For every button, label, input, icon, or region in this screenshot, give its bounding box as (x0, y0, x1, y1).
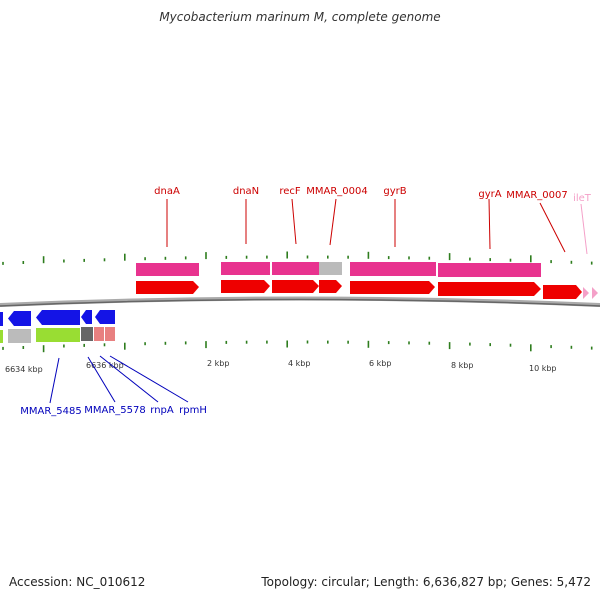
product-block-gyrA[interactable] (438, 263, 541, 277)
gene-arrow-MMAR_0004[interactable] (319, 280, 342, 293)
gene-label-rpmH[interactable]: rpmH (179, 405, 207, 416)
gene-label-recF[interactable]: recF (279, 186, 301, 197)
gene-label-gyrB[interactable]: gyrB (383, 186, 406, 197)
gene-label-MMAR_5578[interactable]: MMAR_5578 (84, 405, 146, 416)
kbp-label-6636: 6636 kbp (86, 361, 124, 370)
gene-arrow-reverse-5[interactable] (95, 310, 115, 324)
product-block-MMAR_0004[interactable] (319, 262, 342, 275)
kbp-label-8: 8 kbp (451, 361, 473, 370)
leader-rnpA (99, 355, 159, 403)
gene-label-MMAR_0004[interactable]: MMAR_0004 (306, 186, 368, 197)
gene-label-gyrA[interactable]: gyrA (478, 189, 501, 200)
leader-gyrA (488, 198, 491, 250)
gene-arrow-reverse-3[interactable] (36, 310, 80, 325)
kbp-label-2: 2 kbp (207, 359, 229, 368)
forward-gene-track (136, 280, 598, 299)
gene-label-rnpA[interactable]: rnpA (150, 405, 174, 416)
gene-arrow-recF[interactable] (272, 280, 319, 293)
map-title: Mycobacterium marinum M, complete genome (159, 10, 441, 24)
leader-MMAR_5578 (87, 356, 116, 403)
reverse-leader-lines (49, 355, 189, 404)
tick-track-inner (2, 340, 593, 353)
product-block-reverse-1[interactable] (0, 330, 3, 343)
gene-arrow-reverse-1[interactable] (0, 312, 3, 326)
product-block-dnaN[interactable] (221, 262, 270, 275)
gene-arrow-reverse-4[interactable] (81, 310, 92, 324)
leader-MMAR_0007 (539, 202, 566, 253)
forward-leader-lines (166, 198, 566, 253)
product-block-MMAR_5485[interactable] (36, 328, 80, 342)
kbp-label-6: 6 kbp (369, 359, 391, 368)
trna-arrow-ileT-1[interactable] (583, 287, 589, 299)
leader-rpmH (109, 355, 189, 403)
product-block-rnpA[interactable] (94, 327, 104, 341)
accession-text: Accession: NC_010612 (9, 575, 146, 589)
leader-ileT (580, 203, 588, 255)
gene-arrow-MMAR_0007[interactable] (543, 285, 582, 299)
leader-MMAR_0004 (329, 198, 337, 246)
leader-MMAR_5485 (49, 357, 60, 404)
kbp-scale: 6634 kbp 6636 kbp 2 kbp 4 kbp 6 kbp 8 kb… (5, 359, 557, 374)
kbp-label-6634: 6634 kbp (5, 365, 43, 374)
gene-label-ileT[interactable]: ileT (573, 193, 592, 204)
product-block-MMAR_5578[interactable] (81, 327, 93, 341)
product-block-reverse-2[interactable] (8, 329, 31, 343)
gene-label-MMAR_0007[interactable]: MMAR_0007 (506, 190, 568, 201)
gene-label-MMAR_5485[interactable]: MMAR_5485 (20, 406, 82, 417)
gene-arrow-gyrB[interactable] (350, 281, 435, 294)
product-block-dnaA[interactable] (136, 263, 199, 276)
product-block-recF[interactable] (272, 262, 319, 275)
gene-arrow-reverse-2[interactable] (8, 311, 31, 326)
kbp-label-4: 4 kbp (288, 359, 310, 368)
gene-arrow-dnaN[interactable] (221, 280, 270, 293)
reverse-product-track (0, 327, 115, 343)
gene-arrow-dnaA[interactable] (136, 281, 199, 294)
leader-recF (291, 198, 297, 245)
genome-backbone-edge (0, 298, 600, 307)
forward-labels: dnaA dnaN recF MMAR_0004 gyrB gyrA MMAR_… (154, 186, 592, 204)
reverse-gene-track (0, 310, 115, 326)
product-block-gyrB[interactable] (350, 262, 436, 276)
gene-label-dnaN[interactable]: dnaN (233, 186, 259, 197)
trna-arrow-ileT-2[interactable] (592, 287, 598, 299)
gene-label-dnaA[interactable]: dnaA (154, 186, 180, 197)
kbp-label-10: 10 kbp (529, 364, 557, 373)
forward-product-track (136, 262, 541, 277)
tick-track-outer (2, 251, 593, 265)
genome-backbone (0, 296, 600, 307)
product-block-rpmH[interactable] (105, 327, 115, 341)
genome-summary-text: Topology: circular; Length: 6,636,827 bp… (261, 575, 591, 589)
reverse-labels: MMAR_5485 MMAR_5578 rnpA rpmH (20, 405, 207, 417)
gene-arrow-gyrA[interactable] (438, 282, 541, 296)
